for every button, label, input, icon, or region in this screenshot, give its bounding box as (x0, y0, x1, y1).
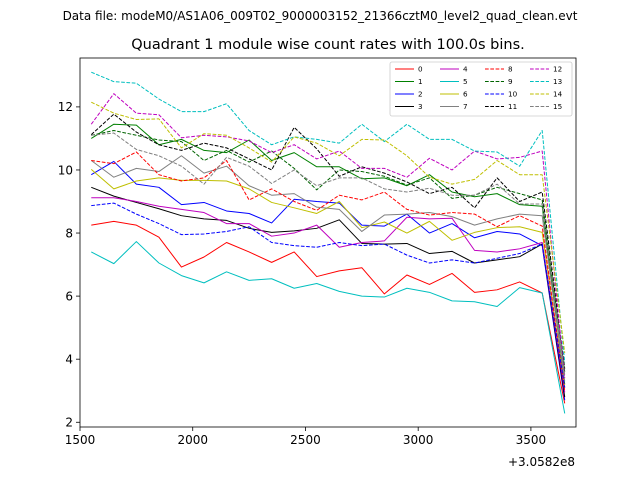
legend-label-13: 13 (553, 77, 562, 86)
legend-label-1: 1 (418, 77, 423, 86)
suptitle: Data file: modeM0/AS1A06_009T02_90000031… (63, 9, 578, 23)
series-line-8 (91, 151, 566, 391)
y-tick-label: 10 (58, 163, 73, 177)
series-line-10 (91, 202, 566, 388)
y-tick-label: 4 (65, 352, 73, 366)
series-line-9 (91, 130, 566, 372)
x-tick-label: 2000 (177, 433, 208, 447)
legend-frame (389, 61, 573, 117)
legend-label-6: 6 (463, 90, 468, 99)
series-layer (90, 71, 566, 414)
y-tick-label: 6 (65, 289, 73, 303)
series-line-12 (90, 93, 566, 379)
legend-label-12: 12 (553, 65, 562, 74)
plot-area (79, 57, 577, 428)
x-tick-label: 3500 (516, 433, 547, 447)
series-line-13 (91, 71, 566, 363)
series-line-11 (90, 113, 566, 369)
y-axis: 2 4 6 8 10 12 (58, 100, 80, 430)
legend-label-7: 7 (463, 102, 468, 111)
series-line-7 (90, 155, 566, 382)
x-tick-label: 2500 (290, 433, 321, 447)
legend-label-14: 14 (553, 90, 563, 99)
series-line-15 (91, 132, 566, 376)
series-line-1 (91, 123, 566, 385)
x-offset-label: +3.0582e8 (508, 455, 575, 469)
y-tick-label: 8 (65, 226, 73, 240)
legend-label-0: 0 (418, 65, 423, 74)
legend-label-9: 9 (508, 77, 513, 86)
chart-title: Quadrant 1 module wise count rates with … (131, 37, 525, 53)
series-line-6 (90, 168, 566, 388)
legend-label-10: 10 (508, 90, 518, 99)
axes-frame (79, 57, 577, 428)
legend-label-3: 3 (418, 102, 423, 111)
x-tick-label: 3000 (403, 433, 434, 447)
x-tick-label: 1500 (65, 433, 96, 447)
legend-label-8: 8 (508, 65, 513, 74)
series-line-3 (91, 186, 566, 398)
series-line-5 (91, 241, 566, 414)
x-axis: 1500 2000 2500 3000 3500 (65, 427, 546, 447)
legend-label-5: 5 (463, 77, 468, 86)
y-tick-label: 2 (65, 416, 73, 430)
series-line-0 (91, 220, 566, 404)
legend-label-2: 2 (418, 90, 423, 99)
legend-label-15: 15 (553, 102, 562, 111)
legend-label-4: 4 (463, 65, 468, 74)
legend-label-11: 11 (508, 102, 517, 111)
series-line-4 (91, 197, 566, 393)
series-line-14 (91, 101, 566, 353)
y-tick-label: 12 (58, 100, 73, 114)
